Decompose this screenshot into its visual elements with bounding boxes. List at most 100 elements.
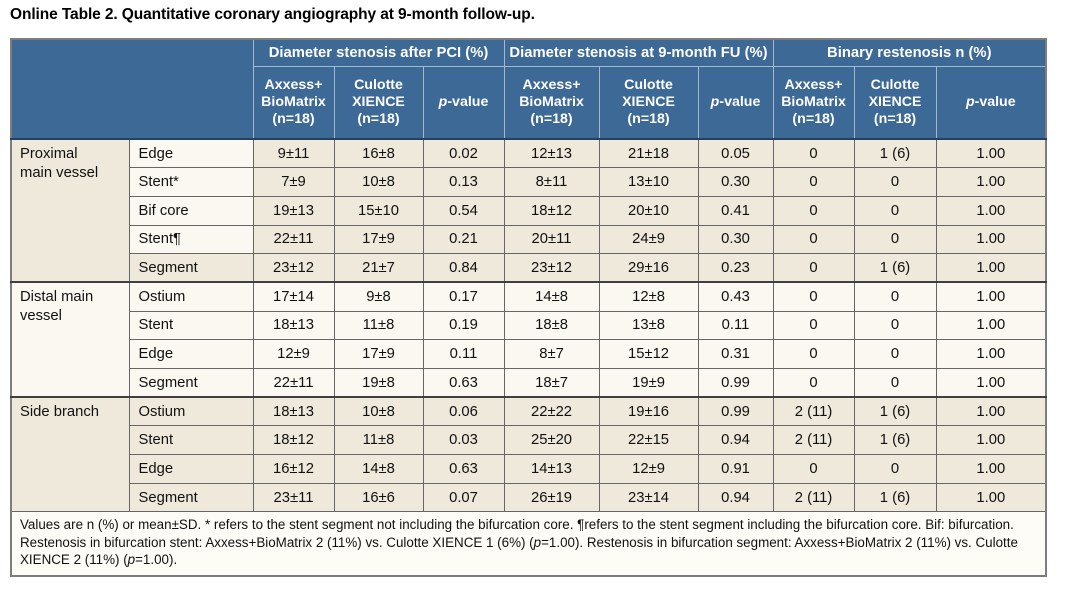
table-row: Stent 18±12 11±8 0.03 25±20 22±15 0.94 2 (11) 1 … <box>11 425 1047 456</box>
row-label: Segment <box>128 368 254 398</box>
table-row: Stent¶ 22±11 17±9 0.21 20±11 24±9 0.30 0 0 1.00 <box>11 224 1047 255</box>
data-cell: 0 <box>772 224 855 255</box>
data-cell: 10±8 <box>333 167 424 197</box>
data-cell: 1.00 <box>935 281 1047 312</box>
arm-header: Axxess+ BioMatrix (n=18) <box>772 65 855 140</box>
data-cell: 1.00 <box>935 195 1047 226</box>
table-footnote: Values are n (%) or mean±SD. * refers to… <box>10 511 1047 577</box>
data-cell: 17±9 <box>333 339 424 369</box>
data-cell: 18±8 <box>503 310 600 341</box>
data-cell: 8±7 <box>503 339 600 369</box>
data-cell: 1.00 <box>935 339 1047 369</box>
table-row: Edge 12±9 17±9 0.11 8±7 15±12 0.31 0 0 1.00 <box>11 339 1047 369</box>
data-cell: 0.41 <box>697 195 774 226</box>
data-cell: 12±13 <box>503 138 600 169</box>
data-cell: 0.99 <box>697 368 774 398</box>
data-cell: 0 <box>772 310 855 341</box>
corner-cell <box>10 38 254 140</box>
qca-table: Diameter stenosis after PCI (%) Diameter … <box>10 38 1048 577</box>
data-cell: 0.99 <box>697 396 774 427</box>
data-cell: 1 (6) <box>853 482 937 513</box>
data-cell: 2 (11) <box>772 482 855 513</box>
table-title: Online Table 2. Quantitative coronary an… <box>10 6 535 23</box>
data-cell: 1 (6) <box>853 425 937 456</box>
data-cell: 0.31 <box>697 339 774 369</box>
row-label: Stent* <box>128 167 254 197</box>
data-cell: 0.63 <box>422 454 505 484</box>
data-cell: 17±9 <box>333 224 424 255</box>
row-label: Ostium <box>128 396 254 427</box>
data-cell: 22±11 <box>252 224 335 255</box>
data-cell: 11±8 <box>333 425 424 456</box>
data-cell: 0.19 <box>422 310 505 341</box>
data-cell: 18±12 <box>252 425 335 456</box>
data-cell: 7±9 <box>252 167 335 197</box>
data-cell: 1.00 <box>935 482 1047 513</box>
data-cell: 23±12 <box>252 253 335 283</box>
data-cell: 1.00 <box>935 454 1047 484</box>
data-cell: 1 (6) <box>853 138 937 169</box>
header-sub-row: Axxess+ BioMatrix (n=18) Culotte XIENCE (n=18… <box>11 65 1047 140</box>
table-row: Stent 18±13 11±8 0.19 18±8 13±8 0.11 0 0 1.00 <box>11 310 1047 341</box>
data-cell: 0 <box>772 253 855 283</box>
row-label: Edge <box>128 339 254 369</box>
data-cell: 0.17 <box>422 281 505 312</box>
data-cell: 23±11 <box>252 482 335 513</box>
data-cell: 0 <box>853 339 937 369</box>
data-cell: 14±8 <box>503 281 600 312</box>
data-cell: 1 (6) <box>853 396 937 427</box>
data-cell: 0.94 <box>697 425 774 456</box>
data-cell: 0.30 <box>697 167 774 197</box>
data-cell: 1.00 <box>935 425 1047 456</box>
table-row: Edge 16±12 14±8 0.63 14±13 12±9 0.91 0 0 1.00 <box>11 454 1047 484</box>
data-cell: 1.00 <box>935 253 1047 283</box>
data-cell: 18±13 <box>252 310 335 341</box>
data-cell: 8±11 <box>503 167 600 197</box>
data-cell: 12±9 <box>252 339 335 369</box>
data-cell: 0.84 <box>422 253 505 283</box>
data-cell: 1.00 <box>935 138 1047 169</box>
row-label: Edge <box>128 138 254 169</box>
footnote-row: Values are n (%) or mean±SD. * refers to… <box>10 511 1047 577</box>
data-cell: 14±13 <box>503 454 600 484</box>
data-cell: 0 <box>772 368 855 398</box>
row-label: Ostium <box>128 281 254 312</box>
arm-header: Culotte XIENCE (n=18) <box>853 65 937 140</box>
row-label: Segment <box>128 482 254 513</box>
table-row: Side branch Ostium 18±13 10±8 0.06 22±22 19±16… <box>10 396 1047 513</box>
data-cell: 18±7 <box>503 368 600 398</box>
pvalue-header: p-value <box>697 65 774 140</box>
arm-header: Axxess+ BioMatrix (n=18) <box>252 65 335 140</box>
arm-header: Culotte XIENCE (n=18) <box>598 65 699 140</box>
data-cell: 0 <box>772 195 855 226</box>
data-cell: 0 <box>772 339 855 369</box>
data-cell: 0.05 <box>697 138 774 169</box>
data-cell: 0 <box>853 310 937 341</box>
data-cell: 0 <box>853 195 937 226</box>
data-cell: 1.00 <box>935 167 1047 197</box>
data-cell: 1.00 <box>935 224 1047 255</box>
column-group-header: Diameter stenosis after PCI (%) <box>252 38 505 67</box>
data-cell: 22±22 <box>503 396 600 427</box>
data-cell: 12±8 <box>598 281 699 312</box>
data-cell: 19±16 <box>598 396 699 427</box>
data-cell: 2 (11) <box>772 425 855 456</box>
data-cell: 0.30 <box>697 224 774 255</box>
row-label: Stent¶ <box>128 224 254 255</box>
data-cell: 13±8 <box>598 310 699 341</box>
data-cell: 0.13 <box>422 167 505 197</box>
data-cell: 15±10 <box>333 195 424 226</box>
row-label: Segment <box>128 253 254 283</box>
arm-header: Axxess+ BioMatrix (n=18) <box>503 65 600 140</box>
row-group-label: Proximal main vessel <box>10 138 130 283</box>
data-cell: 15±12 <box>598 339 699 369</box>
data-cell: 20±11 <box>503 224 600 255</box>
data-cell: 9±11 <box>252 138 335 169</box>
data-cell: 24±9 <box>598 224 699 255</box>
data-cell: 0 <box>853 454 937 484</box>
data-cell: 19±8 <box>333 368 424 398</box>
table-footer: Values are n (%) or mean±SD. * refers to… <box>10 511 1047 577</box>
data-cell: 16±6 <box>333 482 424 513</box>
data-cell: 0.03 <box>422 425 505 456</box>
